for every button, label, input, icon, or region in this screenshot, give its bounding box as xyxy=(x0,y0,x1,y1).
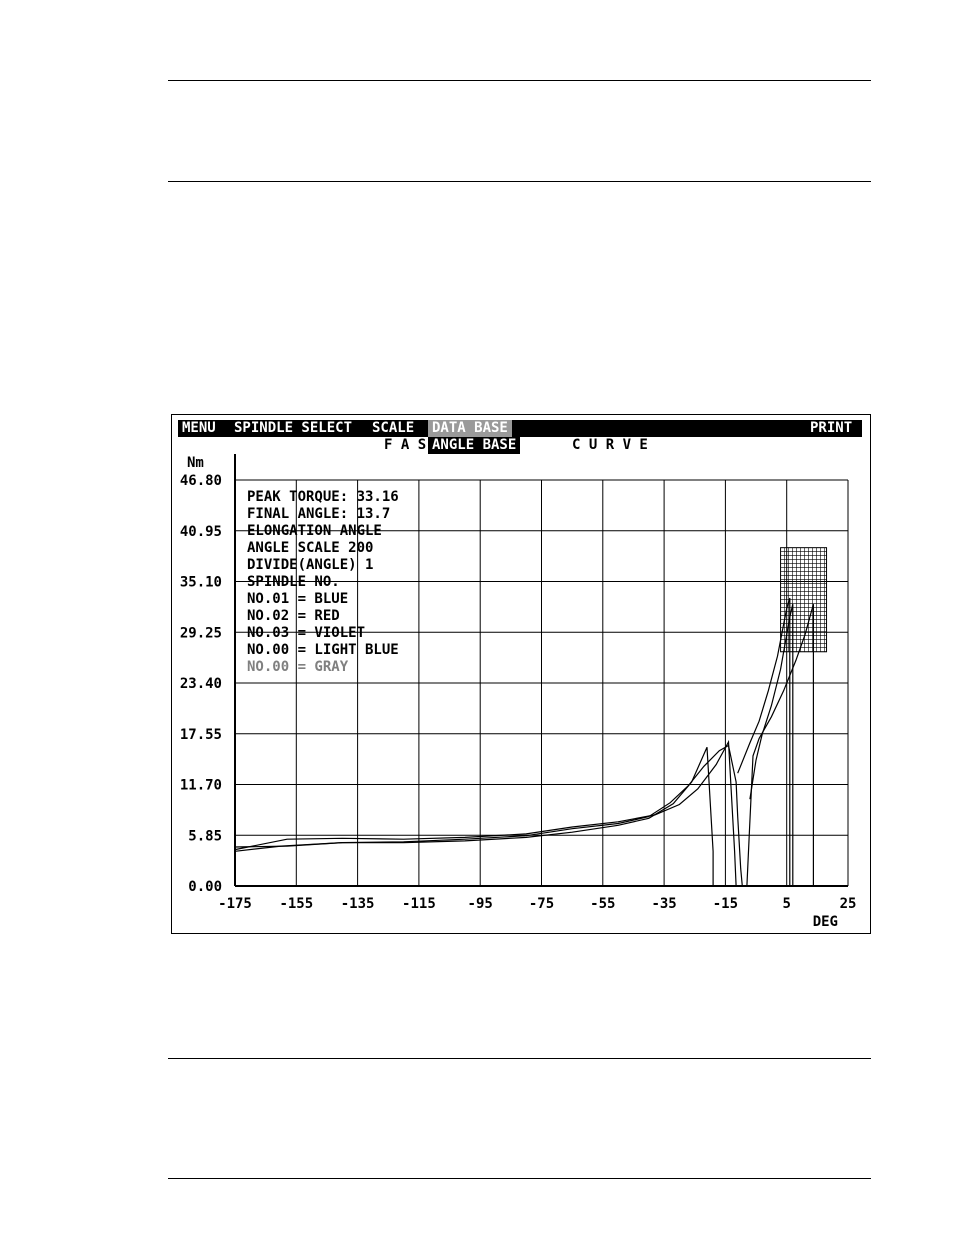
tolerance-window xyxy=(780,547,828,653)
legend-line: NO.01 = BLUE xyxy=(247,591,348,607)
y-tick-label: 40.95 xyxy=(180,524,222,540)
legend-line: FINAL ANGLE: 13.7 xyxy=(247,506,390,522)
x-tick-label: -55 xyxy=(590,896,615,912)
legend-line: ELONGATION ANGLE xyxy=(247,523,382,539)
angle-base-mode[interactable]: ANGLE BASE xyxy=(428,437,521,454)
legend-line: DIVIDE(ANGLE) 1 xyxy=(247,557,373,573)
x-tick-label: -95 xyxy=(468,896,493,912)
y-tick-label: 11.70 xyxy=(180,778,222,794)
y-tick-label: 46.80 xyxy=(180,473,222,489)
print-button[interactable]: PRINT xyxy=(810,420,853,436)
header-rule-bottom xyxy=(168,181,871,182)
x-tick-label: -15 xyxy=(713,896,738,912)
legend-line: NO.02 = RED xyxy=(247,608,340,624)
chart-series xyxy=(234,597,815,887)
menu-item-scale[interactable]: SCALE xyxy=(372,420,415,436)
x-axis-label: DEG xyxy=(813,914,838,930)
torque-angle-screen: MENU SPINDLE SELECT SCALE DATA BASE PRIN… xyxy=(171,414,871,934)
menu-item-menu[interactable]: MENU xyxy=(182,420,216,436)
x-tick-label: -35 xyxy=(651,896,676,912)
x-tick-label: -75 xyxy=(529,896,554,912)
header-rule-top xyxy=(168,80,871,81)
x-tick-label: -155 xyxy=(279,896,313,912)
x-tick-label: -135 xyxy=(341,896,375,912)
legend-line: NO.03 = VIOLET xyxy=(247,625,365,641)
torque-curve-4 xyxy=(737,597,791,886)
menu-item-spindle-select[interactable]: SPINDLE SELECT xyxy=(234,420,353,436)
menu-bar: MENU SPINDLE SELECT SCALE DATA BASE PRIN… xyxy=(178,420,862,437)
torque-curve-3 xyxy=(234,744,743,887)
chart-labels: -175 -155 -135 -115 -95 -75 -55 -35 -15 5 250.005.… xyxy=(180,455,857,930)
footer-rule-bottom xyxy=(168,1178,871,1179)
menu-item-data-base[interactable]: DATA BASE xyxy=(428,420,512,437)
torque-curve-1 xyxy=(234,746,714,886)
y-tick-label: 0.00 xyxy=(188,879,222,895)
legend-line: SPINDLE NO. xyxy=(247,574,340,590)
y-tick-label: 17.55 xyxy=(180,727,222,743)
y-tick-label: 29.25 xyxy=(180,625,222,641)
x-tick-label: 5 xyxy=(782,896,790,912)
y-tick-label: 35.10 xyxy=(180,575,222,591)
subtitle-curve: C U R V E xyxy=(572,437,648,453)
legend-line: NO.00 = LIGHT BLUE xyxy=(247,642,399,658)
torque-curve-6 xyxy=(749,603,794,886)
x-tick-label: 25 xyxy=(840,896,857,912)
legend-line: PEAK TORQUE: 33.16 xyxy=(247,489,399,505)
x-tick-label: -115 xyxy=(402,896,436,912)
y-tick-label: 23.40 xyxy=(180,676,222,692)
footer-rule-top xyxy=(168,1058,871,1059)
torque-angle-chart: -175 -155 -135 -115 -95 -75 -55 -35 -15 5 250.005.… xyxy=(180,454,857,930)
subtitle-fas: F A S xyxy=(384,437,427,453)
chart-axes xyxy=(234,454,848,887)
x-tick-label: -175 xyxy=(218,896,252,912)
y-axis-label: Nm xyxy=(187,455,204,471)
screen-subtitle: F A S ANGLE BASE C U R V E xyxy=(172,437,870,454)
legend-line: NO.00 = GRAY xyxy=(247,659,349,675)
torque-curve-2 xyxy=(234,739,737,887)
y-tick-label: 5.85 xyxy=(188,828,222,844)
legend-line: ANGLE SCALE 200 xyxy=(247,540,373,556)
